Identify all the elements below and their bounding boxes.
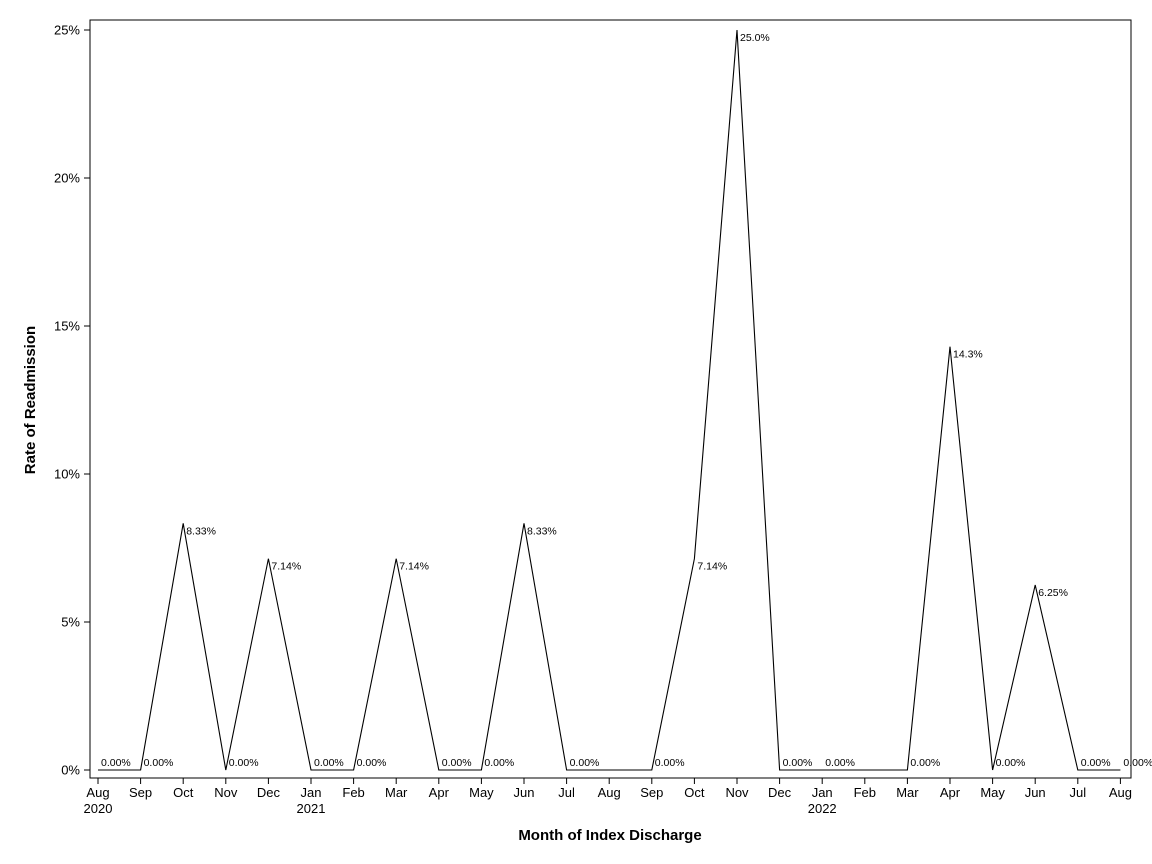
data-label: 0.00% (783, 757, 813, 769)
x-tick-label-month: Aug (1109, 785, 1132, 800)
x-tick-label-year: 2021 (297, 801, 326, 816)
data-label: 8.33% (527, 525, 557, 537)
data-label: 0.00% (570, 757, 600, 769)
series-readmission-rate (97, 29, 1121, 771)
y-tick-label: 0% (61, 763, 80, 778)
x-tick-label-month: Aug (598, 785, 621, 800)
y-tick-label: 15% (54, 319, 80, 334)
x-tick-label-month: Apr (429, 785, 450, 800)
data-label: 7.14% (399, 561, 429, 573)
x-tick-label-month: Feb (342, 785, 364, 800)
x-tick-label-month: Jan (301, 785, 322, 800)
data-label: 0.00% (1123, 757, 1152, 769)
data-label: 0.00% (442, 757, 472, 769)
y-axis-title: Rate of Readmission (22, 326, 39, 474)
y-tick-label: 10% (54, 467, 80, 482)
x-tick-label-month: Oct (684, 785, 705, 800)
x-tick-label-year: 2022 (808, 801, 837, 816)
x-tick-label-month: Dec (768, 785, 792, 800)
y-tick-label: 25% (54, 23, 80, 38)
x-tick-label-month: Oct (173, 785, 194, 800)
x-tick-label-month: Mar (896, 785, 919, 800)
data-label: 0.00% (484, 757, 514, 769)
x-tick-label-month: Mar (385, 785, 408, 800)
x-tick-label-month: Jul (1069, 785, 1086, 800)
x-tick-label-month: Jun (514, 785, 535, 800)
x-tick-label-month: Nov (725, 785, 749, 800)
data-label: 0.00% (357, 757, 387, 769)
data-label: 0.00% (996, 757, 1026, 769)
x-tick-label-month: Apr (940, 785, 961, 800)
x-tick-label-year: 2020 (84, 801, 113, 816)
x-axis-title: Month of Index Discharge (518, 827, 701, 844)
x-tick-label-month: May (980, 785, 1005, 800)
data-label: 0.00% (655, 757, 685, 769)
data-label: 8.33% (186, 525, 216, 537)
data-labels: 0.00% 0.00% 8.33% 0.00% 7.14% 0.00% 0.00% 7.14%… (101, 32, 1152, 769)
y-tick-label: 20% (54, 171, 80, 186)
data-label: 0.00% (101, 757, 131, 769)
x-tick-label-month: Sep (129, 785, 152, 800)
plot-frame (89, 19, 1132, 779)
data-label: 0.00% (910, 757, 940, 769)
data-label: 0.00% (229, 757, 259, 769)
y-axis: 0% 5% 10% 15% 20% 25% (54, 23, 90, 778)
data-label: 0.00% (314, 757, 344, 769)
data-label: 6.25% (1038, 587, 1068, 599)
data-label: 14.3% (953, 349, 983, 361)
data-label: 0.00% (144, 757, 174, 769)
x-tick-label-month: May (469, 785, 494, 800)
data-label: 25.0% (740, 32, 770, 44)
data-label: 0.00% (1081, 757, 1111, 769)
x-tick-label-month: Dec (257, 785, 281, 800)
data-label: 7.14% (271, 561, 301, 573)
x-tick-label-month: Jul (558, 785, 575, 800)
data-label: 7.14% (697, 561, 727, 573)
x-tick-label-month: Jun (1025, 785, 1046, 800)
x-tick-label-month: Aug (86, 785, 109, 800)
x-tick-label-month: Jan (812, 785, 833, 800)
x-tick-label-month: Nov (214, 785, 238, 800)
series-line (98, 29, 1121, 771)
x-tick-label-month: Feb (854, 785, 876, 800)
data-label: 0.00% (825, 757, 855, 769)
x-tick-label-month: Sep (640, 785, 663, 800)
y-tick-label: 5% (61, 615, 80, 630)
